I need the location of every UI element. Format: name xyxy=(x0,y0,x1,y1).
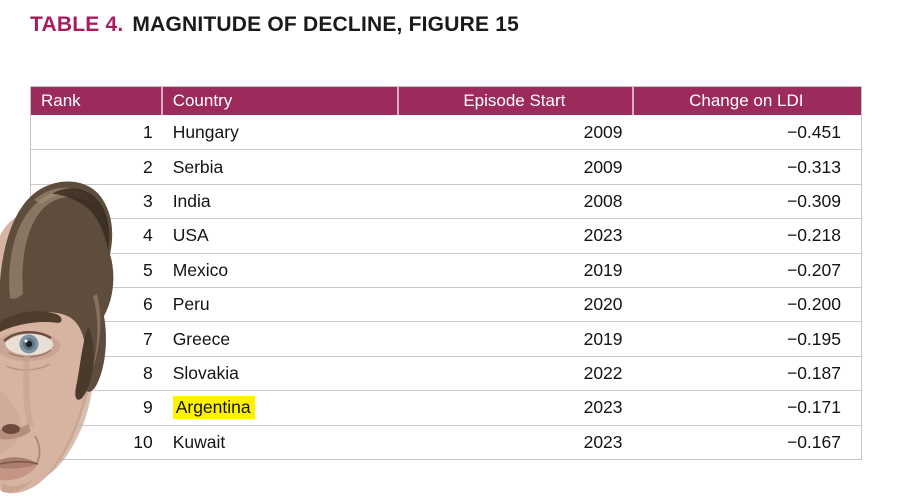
episode-start-cell: 2009 xyxy=(583,121,623,142)
country-cell: India xyxy=(161,191,397,212)
page-title: TABLE 4. MAGNITUDE OF DECLINE, FIGURE 15 xyxy=(30,11,519,39)
table-number-label: TABLE 4. xyxy=(30,13,124,36)
table-header-row: Rank Country Episode Start Change on LDI xyxy=(31,87,861,115)
country-cell: USA xyxy=(161,225,397,246)
episode-start-cell: 2019 xyxy=(583,259,623,280)
episode-start-cell: 2022 xyxy=(583,362,623,383)
episode-start-cell: 2019 xyxy=(583,328,623,349)
table-row: 1 Hungary 2009 −0.451 xyxy=(31,115,861,150)
rank-cell: 4 xyxy=(142,225,153,246)
column-header-episode-start: Episode Start xyxy=(397,87,631,115)
country-label: Slovakia xyxy=(172,362,239,383)
table-row: 10 Kuwait 2023 −0.167 xyxy=(31,424,861,459)
country-cell: Slovakia xyxy=(161,363,397,384)
change-on-ldi-cell: −0.313 xyxy=(786,156,841,177)
change-on-ldi-cell: −0.218 xyxy=(786,225,841,246)
country-label: Serbia xyxy=(172,156,224,177)
country-label: Mexico xyxy=(172,259,229,280)
change-on-ldi-cell: −0.167 xyxy=(786,431,841,452)
table-row: 2 Serbia 2009 −0.313 xyxy=(31,149,861,184)
change-on-ldi-cell: −0.171 xyxy=(786,397,841,418)
rank-cell: 3 xyxy=(142,190,153,211)
rank-cell: 10 xyxy=(133,431,153,452)
country-cell: Peru xyxy=(161,294,397,315)
table-row: 3 India 2008 −0.309 xyxy=(31,183,861,219)
column-header-rank: Rank xyxy=(41,91,81,110)
table-body: 1 Hungary 2009 −0.451 2 Serbia 2009 −0.3… xyxy=(31,115,861,459)
column-header-change-on-ldi: Change on LDI xyxy=(632,87,861,115)
country-label: India xyxy=(172,190,211,211)
episode-start-cell: 2008 xyxy=(583,190,623,211)
country-cell: Mexico xyxy=(161,260,397,281)
rank-cell: 5 xyxy=(142,259,153,280)
table-row: 5 Mexico 2019 −0.207 xyxy=(31,252,861,287)
change-on-ldi-cell: −0.187 xyxy=(786,362,841,383)
change-on-ldi-cell: −0.309 xyxy=(786,190,841,211)
country-cell: Serbia xyxy=(161,157,397,178)
change-on-ldi-cell: −0.200 xyxy=(786,294,841,315)
magnitude-of-decline-table: Rank Country Episode Start Change on LDI… xyxy=(30,86,862,460)
change-on-ldi-cell: −0.451 xyxy=(786,121,841,142)
country-cell: Argentina xyxy=(161,396,397,420)
table-row: 9 Argentina 2023 −0.171 xyxy=(31,390,861,425)
table-row: 6 Peru 2020 −0.200 xyxy=(31,286,861,322)
table-title-text: MAGNITUDE OF DECLINE, FIGURE 15 xyxy=(132,13,519,36)
episode-start-cell: 2023 xyxy=(583,431,623,452)
episode-start-cell: 2023 xyxy=(583,225,623,246)
table-row: 4 USA 2023 −0.218 xyxy=(31,218,861,253)
country-label: Greece xyxy=(172,328,231,349)
country-label: Argentina xyxy=(172,396,255,420)
episode-start-cell: 2023 xyxy=(583,397,623,418)
episode-start-cell: 2009 xyxy=(583,156,623,177)
country-cell: Kuwait xyxy=(161,432,397,453)
change-on-ldi-cell: −0.207 xyxy=(786,259,841,280)
table-row: 7 Greece 2019 −0.195 xyxy=(31,321,861,356)
country-cell: Greece xyxy=(161,329,397,350)
episode-start-cell: 2020 xyxy=(583,294,623,315)
rank-cell: 7 xyxy=(142,328,153,349)
country-label: Hungary xyxy=(172,121,239,142)
rank-cell: 6 xyxy=(142,294,153,315)
rank-cell: 9 xyxy=(142,397,153,418)
rank-cell: 2 xyxy=(142,156,153,177)
column-header-country: Country xyxy=(161,87,397,115)
change-on-ldi-cell: −0.195 xyxy=(786,328,841,349)
rank-cell: 8 xyxy=(142,362,153,383)
country-cell: Hungary xyxy=(161,122,397,143)
table-row: 8 Slovakia 2022 −0.187 xyxy=(31,355,861,391)
country-label: USA xyxy=(172,225,209,246)
rank-cell: 1 xyxy=(142,121,153,142)
country-label: Peru xyxy=(172,294,210,315)
country-label: Kuwait xyxy=(172,431,226,452)
